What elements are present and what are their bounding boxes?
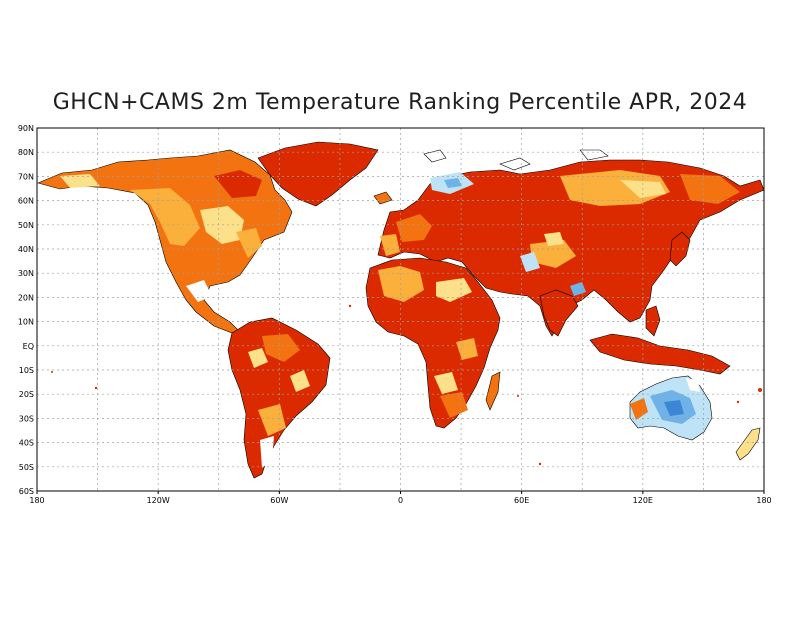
novaya-zemlya-landmass bbox=[499, 157, 531, 171]
latitude-tick-label: 50N bbox=[18, 221, 34, 230]
north-america-landmass bbox=[37, 149, 293, 334]
graticule bbox=[37, 128, 764, 491]
maritime-asia-landmass bbox=[589, 333, 731, 375]
latitude-tick-label: 30S bbox=[19, 414, 34, 423]
latitude-tick-label: 80N bbox=[18, 148, 34, 157]
latitude-tick-label: 40N bbox=[18, 245, 34, 254]
latitude-tick-label: 50S bbox=[19, 463, 34, 472]
latitude-labels: 90N 80N 70N 60N 50N 40N 30N 20N 10N EQ 10S 20S 30S 40… bbox=[18, 124, 34, 496]
new-zealand-landmass bbox=[735, 427, 761, 461]
svalbard-landmass bbox=[423, 149, 447, 163]
madagascar-landmass bbox=[485, 371, 501, 411]
japan-landmass bbox=[669, 231, 691, 267]
land-layer bbox=[37, 141, 764, 479]
iceland-landmass bbox=[373, 191, 393, 205]
india-landmass bbox=[539, 289, 579, 337]
latitude-tick-label: 40S bbox=[19, 439, 34, 448]
island-specks bbox=[51, 304, 762, 466]
longitude-tick-label: 60E bbox=[514, 496, 529, 505]
eurasia-landmass bbox=[377, 159, 764, 337]
longitude-labels: 180 120W 60W 0 60E 120E 180 bbox=[29, 491, 772, 505]
longitude-tick-label: 0 bbox=[398, 496, 403, 505]
longitude-tick-label: 120W bbox=[147, 496, 170, 505]
longitude-tick-label: 60W bbox=[270, 496, 288, 505]
latitude-tick-label: 60N bbox=[18, 197, 34, 206]
anomaly-patches bbox=[60, 170, 740, 468]
latitude-tick-label: 10N bbox=[18, 318, 34, 327]
longitude-tick-label: 120E bbox=[633, 496, 653, 505]
latitude-tick-label: 20N bbox=[18, 293, 34, 302]
latitude-tick-label: 90N bbox=[18, 124, 34, 133]
greenland-landmass bbox=[257, 141, 379, 207]
longitude-tick-label: 180 bbox=[756, 496, 771, 505]
latitude-tick-label: 70N bbox=[18, 172, 34, 181]
latitude-tick-label: 10S bbox=[19, 366, 34, 375]
latitude-tick-label: EQ bbox=[23, 342, 34, 351]
latitude-tick-label: 30N bbox=[18, 269, 34, 278]
philippines-landmass bbox=[645, 305, 661, 337]
severnaya-zemlya-landmass bbox=[579, 149, 609, 161]
latitude-tick-label: 60S bbox=[19, 487, 34, 496]
map-title: GHCN+CAMS 2m Temperature Ranking Percent… bbox=[52, 90, 748, 115]
longitude-tick-label: 180 bbox=[29, 496, 44, 505]
latitude-tick-label: 20S bbox=[19, 390, 34, 399]
